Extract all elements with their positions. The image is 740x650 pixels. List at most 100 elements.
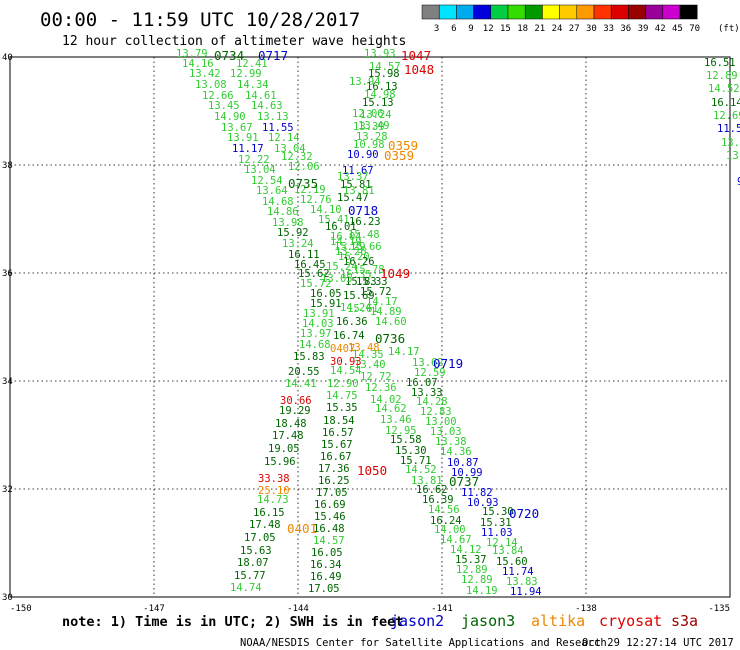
swh-value: 9 xyxy=(737,176,740,188)
swh-value: 11.67 xyxy=(342,165,374,177)
swh-value: 13.33 xyxy=(411,387,443,399)
swh-value: 11.55 xyxy=(717,123,740,135)
swh-value: 16.36 xyxy=(336,316,368,328)
footer-generated: Oct 29 12:27:14 UTC 2017 xyxy=(582,637,734,649)
legend-cryosat: cryosat xyxy=(599,612,662,630)
swh-value: 13.81 xyxy=(411,475,443,487)
swh-value: 12.36 xyxy=(365,382,397,394)
swh-value: 13.04 xyxy=(274,143,306,155)
swh-value-high: 30.66 xyxy=(280,395,312,407)
pass-time-label: 0737 xyxy=(449,474,479,489)
swh-value: 15.81 xyxy=(340,179,372,191)
swh-value: 13.79 xyxy=(176,48,208,60)
swh-value: 15.61 xyxy=(347,303,379,315)
scale-swatch xyxy=(456,4,474,20)
swh-value: 14.03 xyxy=(302,318,334,330)
swh-value: 12.06 xyxy=(352,108,384,120)
swh-value: 16.39 xyxy=(422,494,454,506)
swh-value: 15.31 xyxy=(480,517,512,529)
lon-tick-label: -147 xyxy=(143,604,165,614)
satellite-legend: jason2 jason3 altika cryosat s3a xyxy=(390,612,698,630)
swh-value: 10.98 xyxy=(353,139,385,151)
scale-label: 27 xyxy=(569,24,580,34)
swh-value: 14.61 xyxy=(245,90,277,102)
scale-label: 18 xyxy=(517,24,528,34)
scale-swatch xyxy=(438,4,457,20)
swh-value: 14.41 xyxy=(285,378,317,390)
scale-label: 21 xyxy=(534,24,545,34)
swh-value: 13.39 xyxy=(353,121,385,133)
swh-value: 14.98 xyxy=(364,89,396,101)
swh-value: 13.42 xyxy=(189,68,221,80)
swh-value: 13.97 xyxy=(300,328,332,340)
swh-value: 15.77 xyxy=(234,570,266,582)
swh-value: 14.52 xyxy=(405,464,437,476)
swh-value: 14.63 xyxy=(251,100,283,112)
swh-value: 13.61 xyxy=(726,150,740,162)
scale-swatch xyxy=(473,4,492,20)
swh-value: 17.48 xyxy=(249,519,281,531)
swh-value: 17.36 xyxy=(318,463,350,475)
longitude-axis: -150 -147 -144 -141 -138 -135 xyxy=(10,604,730,614)
swh-value: 13.37 xyxy=(337,171,369,183)
lon-tick-label: -141 xyxy=(431,604,453,614)
swh-value: 13.62 xyxy=(412,357,444,369)
swh-value: 12.59 xyxy=(414,367,446,379)
swh-value: 14.90 xyxy=(214,111,246,123)
swh-value: 15.78 xyxy=(353,264,385,276)
swh-value: 15.62 xyxy=(298,268,330,280)
scale-swatch xyxy=(662,4,681,20)
scale-swatch xyxy=(524,4,543,20)
swh-value: 13.94 xyxy=(349,76,381,88)
swh-value: 16.25 xyxy=(318,475,350,487)
swh-value: 15.41 xyxy=(318,214,350,226)
swh-value: 15.71 xyxy=(400,455,432,467)
pass-time-label: 0717 xyxy=(258,48,288,63)
swh-value: 12.83 xyxy=(420,406,452,418)
pass-time-label: 0734 xyxy=(214,48,244,63)
swh-value: 10.93 xyxy=(467,497,499,509)
swh-value: 12.72 xyxy=(360,371,392,383)
swh-value: 12.89 xyxy=(456,564,488,576)
swh-value: 12.54 xyxy=(251,175,283,187)
swh-value: 11.82 xyxy=(461,487,493,499)
swh-value: 15.30 xyxy=(395,445,427,457)
swh-value: 15.66 xyxy=(350,241,382,253)
swh-value: 14.36 xyxy=(440,446,472,458)
swh-value: 13.00 xyxy=(425,416,457,428)
pass-time-label: 0359 xyxy=(388,138,418,153)
swh-value: 15.72 xyxy=(300,278,332,290)
swh-value: 14.16 xyxy=(182,58,214,70)
swh-value: 16.62 xyxy=(416,484,448,496)
scale-label: 42 xyxy=(655,24,666,34)
swh-value: 15.67 xyxy=(321,439,353,451)
swh-value: 13.42 xyxy=(721,137,740,149)
swh-value: 17.05 xyxy=(244,532,276,544)
scale-swatch xyxy=(645,4,664,20)
swh-value: 16.74 xyxy=(333,330,365,342)
swh-value: 14.68 xyxy=(262,196,294,208)
swh-value-high: 0407 xyxy=(330,343,355,355)
swh-value: 15.58 xyxy=(390,434,422,446)
swh-value: 10.90 xyxy=(347,149,379,161)
swh-value: 16.35 xyxy=(340,269,372,281)
swh-value: 13.64 xyxy=(256,185,288,197)
swh-value: 16.34 xyxy=(310,559,342,571)
swh-value: 13.05 xyxy=(321,273,353,285)
swh-value: 16.13 xyxy=(366,81,398,93)
page-subtitle: 12 hour collection of altimeter wave hei… xyxy=(62,34,406,49)
swh-value: 13.83 xyxy=(506,576,538,588)
pass-time-label: 1047 xyxy=(401,48,431,63)
swh-value: 12.66 xyxy=(202,90,234,102)
lat-tick-label: 40 xyxy=(2,53,13,63)
scale-label: 12 xyxy=(483,24,494,34)
swh-value: 15.13 xyxy=(362,97,394,109)
swh-value: 13.08 xyxy=(195,79,227,91)
latitude-axis: 40 38 36 34 32 30 xyxy=(2,53,13,603)
swh-value: 16.05 xyxy=(310,288,342,300)
swh-value: 12.19 xyxy=(294,184,326,196)
lat-lon-grid xyxy=(10,57,730,597)
